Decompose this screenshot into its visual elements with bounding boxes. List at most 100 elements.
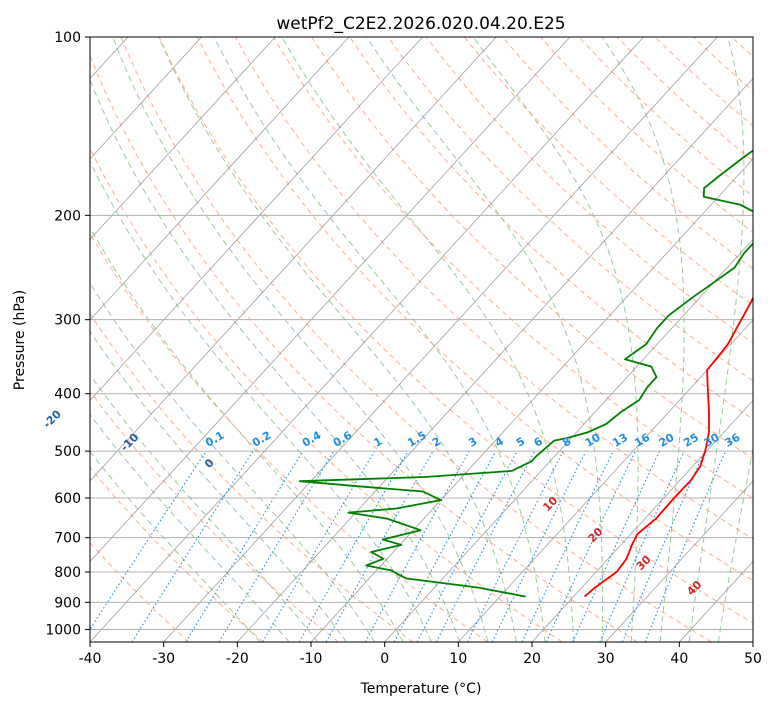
mixing-ratio-label: 1.5 [405,429,428,450]
isotherm [237,77,753,642]
mixing-ratio-label: 20 [657,431,677,450]
moist-adiabat [472,37,639,642]
dry-adiabat [654,37,753,127]
mixing-ratio-line [435,450,536,642]
mixing-ratio-label: 13 [610,431,630,450]
y-tick-label: 600 [54,491,81,507]
mixing-ratio-label: 0.2 [250,429,273,450]
isotherm [90,37,571,563]
mixing-ratio-label: 36 [723,431,743,450]
moist-adiabat-label: 20 [586,525,606,545]
isotherms [90,37,753,642]
x-tick-label: 50 [744,651,762,667]
x-tick-label: -30 [152,651,175,667]
x-axis-label: Temperature (°C) [360,681,482,697]
moist-adiabat [90,330,347,642]
dry-adiabat [463,37,753,307]
dry-adiabat [616,37,753,162]
mixing-ratio-line [491,450,587,642]
y-tick-label: 800 [54,565,81,581]
dry-adiabat [196,37,753,582]
x-tick-label: 30 [597,651,615,667]
x-axis-ticks: -40 -30 -20 -10 0 10 20 30 40 50 [79,642,762,667]
dry-adiabat [425,37,753,344]
mixing-ratio-line [90,450,207,631]
moist-adiabat [601,37,685,642]
dry-adiabat [770,37,775,642]
moist-adiabat [717,446,753,642]
y-tick-label: 700 [54,531,81,547]
y-tick-label: 100 [54,30,81,46]
mixing-ratio-line [621,450,706,642]
moist-adiabat [112,37,489,642]
mixing-ratio-line [364,450,470,642]
dry-adiabat [158,37,753,624]
moist-adiabat [90,413,290,642]
mixing-ratio-label: 5 [514,435,527,450]
dry-adiabats [90,37,775,642]
moist-adiabat [90,78,461,642]
isotherm [531,399,753,642]
moist-adiabat-label: 10 [540,494,560,514]
dry-adiabat [120,37,712,642]
y-axis-label: Pressure (hPa) [12,290,28,390]
isotherm [310,158,753,642]
mixing-ratio-line [185,450,304,642]
mixing-ratio-line [416,450,518,642]
y-axis-ticks: 1000 900 800 700 600 500 400 300 200 100 [45,30,90,638]
isotherm [90,37,644,642]
temperature-profile [584,295,753,598]
dry-adiabat-label: -10 [118,431,141,454]
dry-adiabat [273,37,753,499]
y-tick-label: 300 [54,313,81,329]
moist-adiabat [158,37,517,642]
mixing-ratio-label: 4 [493,434,506,449]
isotherm [605,480,753,642]
y-tick-label: 1000 [45,622,81,638]
mixing-ratio-lines [90,450,727,642]
x-tick-label: -10 [300,651,323,667]
mixing-ratio-label: 0.1 [203,429,226,450]
isotherm [458,319,753,642]
y-tick-label: 200 [54,208,81,224]
isotherm [90,37,497,482]
isotherm [90,37,276,241]
reference-curve [0,37,5,642]
moist-adiabat [366,37,604,642]
dry-adiabat [234,37,753,540]
isotherm [679,560,753,642]
isotherm [90,37,423,402]
moist-adiabat-label: 40 [684,578,704,598]
mixing-ratio-label: 0.4 [300,429,324,450]
moist-adiabat [90,450,261,642]
x-tick-label: -20 [226,651,249,667]
mixing-ratio-line [572,450,661,642]
isotherm [90,37,350,321]
moist-adiabats [90,37,753,642]
y-tick-label: 500 [54,444,81,460]
moist-adiabat [688,37,745,642]
x-tick-label: 10 [449,651,467,667]
mixing-ratio-line [218,450,335,642]
dry-adiabat [90,147,563,642]
y-tick-label: 900 [54,595,81,611]
line-labels: 0.10.20.40.611.523456810131620253036-100… [41,407,743,598]
moist-adiabat [90,282,376,642]
isotherm [752,641,753,642]
moist-adiabat [90,373,319,642]
isotherm [163,37,718,642]
mixing-ratio-line [644,450,727,642]
mixing-ratio-label: 25 [681,431,701,450]
x-tick-label: 40 [670,651,688,667]
reference-curve [0,37,5,642]
moist-adiabat-label: 30 [634,553,654,573]
dry-adiabat [90,390,339,642]
x-tick-label: 20 [523,651,541,667]
mixing-ratio-label: 0.6 [331,429,355,450]
moist-adiabat [90,226,404,642]
mixing-ratio-line [393,450,497,642]
isotherm [384,238,753,642]
chart-title: wetPf2_C2E2.2026.020.04.20.E25 [276,14,565,34]
x-tick-label: -40 [79,651,102,667]
